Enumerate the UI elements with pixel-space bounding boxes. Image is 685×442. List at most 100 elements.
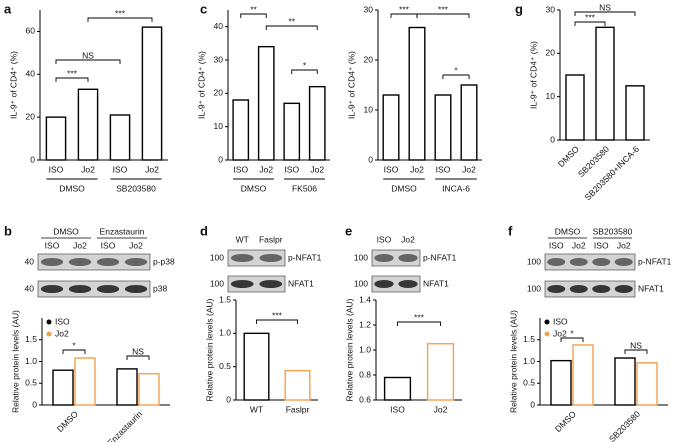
- blot-band: [230, 254, 254, 262]
- y-axis-label: IL-9⁺ of CD4⁺ (%): [528, 41, 538, 109]
- y-tick-label: 0: [218, 154, 223, 164]
- y-tick-label: 1.5: [219, 294, 231, 304]
- y-axis-label: IL-9⁺ of CD4⁺ (%): [8, 51, 18, 119]
- y-tick-label: 40: [214, 21, 224, 31]
- blot-marker: 100: [354, 278, 368, 288]
- blot-marker: 40: [25, 256, 35, 266]
- y-tick-label: 20: [214, 88, 224, 98]
- blot-band: [569, 258, 588, 266]
- legend-marker: [46, 331, 52, 337]
- x-tick-label: ISO: [113, 164, 128, 174]
- blot-strip: [544, 280, 636, 298]
- bar: [74, 357, 96, 406]
- blot-group-label: DMSO: [555, 226, 581, 236]
- significance-bracket: [256, 319, 298, 324]
- blot-band: [569, 285, 588, 293]
- x-tick-label: ISO: [384, 164, 399, 174]
- significance-bracket: [87, 17, 153, 22]
- x-tick-label: DMSO: [55, 409, 80, 434]
- y-tick-label: 10: [364, 104, 374, 114]
- blot-lane-label: Jo2: [401, 234, 415, 244]
- significance-label: ***: [438, 4, 449, 14]
- blot-lane-label: ISO: [594, 240, 609, 250]
- blot-band: [259, 254, 283, 262]
- y-tick-label: 0.6: [359, 394, 371, 404]
- y-tick-label: 30: [214, 54, 224, 64]
- significance-label: ***: [414, 312, 425, 322]
- bar: [243, 332, 270, 401]
- significance-label: *: [454, 65, 458, 75]
- blot-row-label: p38: [153, 283, 167, 293]
- bar: [636, 362, 658, 406]
- blot-marker: 100: [527, 283, 541, 293]
- significance-bracket: [560, 337, 584, 342]
- bar: [308, 85, 326, 161]
- bar: [283, 102, 301, 161]
- legend-label: Jo2: [55, 328, 69, 338]
- y-tick-label: 10: [214, 121, 224, 131]
- significance-label: *: [72, 340, 76, 350]
- y-tick-label: 60: [26, 26, 36, 36]
- blot-row-label: p-NFAT1: [638, 256, 672, 266]
- blot-band: [96, 285, 120, 293]
- x-tick-label: Jo2: [145, 164, 159, 174]
- y-axis-label: Relative protein levels (AU): [10, 310, 20, 413]
- bar: [52, 369, 74, 406]
- bar: [572, 344, 594, 406]
- x-tick-label: Jo2: [259, 164, 273, 174]
- significance-bracket: [574, 21, 606, 26]
- significance-bracket: [416, 13, 470, 18]
- y-tick-label: 0: [226, 394, 231, 404]
- blot-group-label: DMSO: [53, 226, 79, 236]
- blot-band: [398, 280, 418, 288]
- blot-row-label: NFAT1: [423, 278, 449, 288]
- blot-lane-label: ISO: [377, 234, 392, 244]
- y-tick-label: 0.8: [359, 369, 371, 379]
- blot-band: [592, 285, 611, 293]
- x-tick-label: Jo2: [410, 164, 424, 174]
- group-label: DMSO: [59, 183, 85, 193]
- significance-label: ***: [115, 8, 126, 18]
- bar: [426, 343, 455, 401]
- x-tick-label: Jo2: [462, 164, 476, 174]
- blot-marker: 100: [210, 278, 224, 288]
- significance-bracket: [390, 13, 418, 18]
- bar: [625, 85, 645, 141]
- x-tick-label: ISO: [390, 404, 405, 414]
- y-axis-label: IL-9⁺ of CD4⁺ (%): [346, 51, 356, 119]
- x-tick-label: Faslpr: [286, 404, 310, 414]
- y-tick-label: 1.4: [359, 294, 371, 304]
- blot-band: [96, 258, 120, 266]
- blot-band: [259, 280, 283, 288]
- x-tick-label: ISO: [233, 164, 248, 174]
- y-tick-label: 0.5: [523, 378, 535, 388]
- panel-letter: f: [508, 223, 513, 238]
- y-tick-label: 10: [546, 91, 556, 101]
- x-tick-label: SB203580+INCA-6: [583, 144, 642, 203]
- blot-band: [68, 285, 92, 293]
- bar: [232, 99, 250, 161]
- panel-letter: e: [345, 223, 352, 238]
- significance-label: **: [250, 4, 257, 14]
- bar: [116, 368, 138, 406]
- y-axis-label: Relative protein levels (AU): [204, 298, 214, 401]
- significance-bracket: [240, 13, 267, 18]
- y-tick-label: 1.5: [523, 334, 535, 344]
- significance-label: ***: [67, 68, 78, 78]
- y-axis-label: Relative protein levels (AU): [344, 298, 354, 401]
- blot-row-label: p-NFAT1: [423, 252, 457, 262]
- significance-bracket: [574, 11, 636, 16]
- bar: [138, 372, 160, 406]
- blot-lane-label: Jo2: [129, 240, 143, 250]
- significance-label: NS: [82, 50, 94, 60]
- x-tick-label: Jo2: [310, 164, 324, 174]
- blot-marker: 100: [210, 252, 224, 262]
- bar: [257, 45, 275, 161]
- x-tick-label: Enzastaurin: [105, 409, 144, 442]
- group-label: SB203580: [116, 183, 156, 193]
- bar: [382, 94, 400, 161]
- blot-band: [374, 254, 394, 262]
- panel-letter: b: [4, 223, 12, 238]
- y-tick-label: 1.0: [359, 344, 371, 354]
